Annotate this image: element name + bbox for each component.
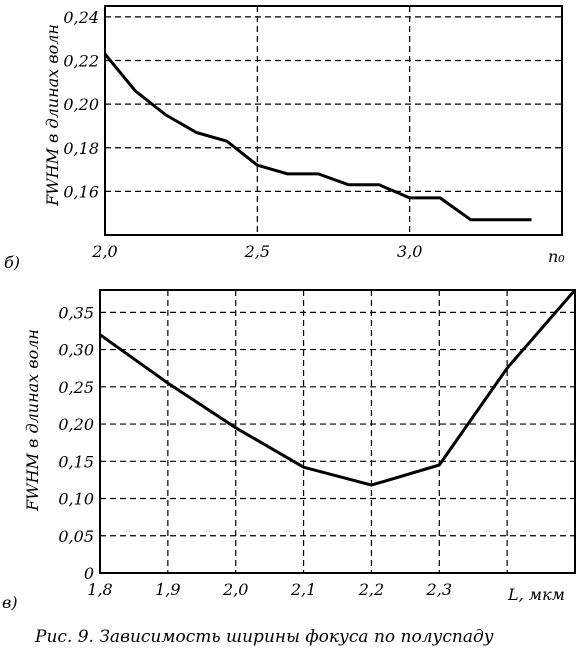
grid-lines bbox=[100, 290, 575, 573]
y-tick-label: 0,15 bbox=[58, 452, 94, 471]
y-tick-label: 0,20 bbox=[58, 415, 94, 434]
y-tick-labels: 0 0,05 0,10 0,15 0,20 0,25 0,30 0,35 bbox=[58, 303, 94, 583]
panel-label: в) bbox=[2, 593, 18, 612]
x-tick-label: 1,8 bbox=[87, 580, 112, 599]
panel-label: б) bbox=[4, 253, 20, 272]
y-tick-label: 0,18 bbox=[63, 139, 99, 158]
x-tick-label: 2,3 bbox=[426, 580, 452, 599]
y-tick-label: 0,30 bbox=[58, 341, 94, 360]
y-tick-label: 0,20 bbox=[63, 95, 99, 114]
x-axis-label: n₀ bbox=[548, 247, 565, 266]
x-tick-label: 2,2 bbox=[358, 580, 384, 599]
y-axis-label: FWHM в длинах волн bbox=[43, 24, 62, 207]
data-line bbox=[99, 289, 577, 487]
x-axis-label: L, мкм bbox=[507, 585, 565, 604]
chart-panel-c: 0 0,05 0,10 0,15 0,20 0,25 0,30 0,35 1,8 1,9 2,0 2… bbox=[2, 289, 577, 612]
y-tick-label: 0 bbox=[84, 564, 94, 583]
plot-frame bbox=[99, 289, 576, 574]
data-line bbox=[103, 53, 532, 222]
figure-caption: Рис. 9. Зависимость ширины фокуса по пол… bbox=[34, 627, 494, 647]
y-tick-label: 0,05 bbox=[58, 527, 94, 546]
x-tick-labels: 1,8 1,9 2,0 2,1 2,2 2,3 bbox=[87, 580, 452, 599]
x-tick-label: 2,0 bbox=[91, 242, 117, 261]
y-tick-label: 0,25 bbox=[58, 378, 94, 397]
y-tick-label: 0,10 bbox=[58, 490, 94, 509]
x-tick-label: 2,5 bbox=[244, 242, 270, 261]
y-tick-label: 0,22 bbox=[63, 52, 99, 71]
x-tick-label: 2,0 bbox=[222, 580, 248, 599]
chart-panel-b: 0,16 0,18 0,20 0,22 0,24 2,0 2,5 3,0 FWHM в дл… bbox=[4, 5, 565, 272]
plot-frame bbox=[104, 5, 563, 236]
x-tick-label: 1,9 bbox=[155, 580, 180, 599]
x-tick-label: 3,0 bbox=[397, 242, 422, 261]
y-tick-label: 0,16 bbox=[63, 182, 99, 201]
x-tick-labels: 2,0 2,5 3,0 bbox=[91, 242, 422, 261]
y-tick-labels: 0,16 0,18 0,20 0,22 0,24 bbox=[63, 8, 99, 201]
y-axis-label: FWHM в длинах волн bbox=[23, 329, 42, 512]
y-tick-label: 0,24 bbox=[63, 8, 99, 27]
y-tick-label: 0,35 bbox=[58, 303, 94, 322]
x-tick-label: 2,1 bbox=[290, 580, 316, 599]
